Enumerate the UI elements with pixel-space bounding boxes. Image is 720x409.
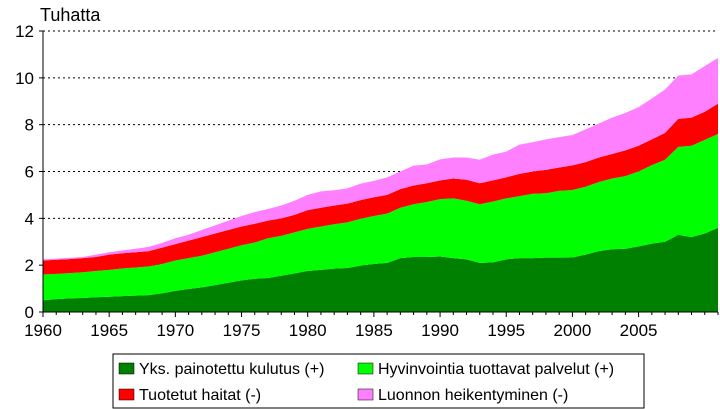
x-tick-label: 2005 [620,321,658,340]
x-tick-label: 1995 [487,321,525,340]
x-tick-label: 1970 [156,321,194,340]
y-tick-label: 6 [25,163,34,182]
legend-swatch-harms [118,388,135,401]
legend: Yks. painotettu kulutus (+) Hyvinvointia… [112,353,645,409]
x-tick-label: 1985 [355,321,393,340]
y-tick-label: 12 [15,22,34,41]
legend-swatch-nature [357,388,374,401]
x-tick-label: 2000 [553,321,591,340]
legend-label-services: Hyvinvointia tuottavat palvelut (+) [378,361,614,378]
x-tick-label: 1975 [223,321,261,340]
area-series-1 [43,134,718,301]
y-axis-unit-label: Tuhatta [40,5,101,25]
legend-swatch-services [357,362,374,375]
y-tick-label: 2 [25,256,34,275]
x-tick-label: 1960 [24,321,62,340]
legend-label-nature: Luonnon heikentyminen (-) [378,387,568,404]
y-ticks: 0 2 4 6 8 10 12 [15,22,43,322]
legend-swatch-consumption [118,362,135,375]
legend-frame [112,353,645,409]
area-series-2 [43,103,718,275]
y-tick-label: 0 [25,303,34,322]
y-tick-label: 4 [25,209,34,228]
x-tick-label: 1965 [90,321,128,340]
legend-label-consumption: Yks. painotettu kulutus (+) [139,361,324,378]
x-tick-label: 1990 [421,321,459,340]
area-series-0 [43,227,718,312]
y-tick-label: 8 [25,116,34,135]
x-ticks: 1960 1965 1970 1975 1980 1985 1990 1995 2000 2005 [24,312,719,340]
area-series [43,57,718,312]
legend-label-harms: Tuotetut haitat (-) [139,387,261,404]
area-series-3 [43,57,718,261]
y-tick-label: 10 [15,69,34,88]
x-tick-label: 1980 [289,321,327,340]
